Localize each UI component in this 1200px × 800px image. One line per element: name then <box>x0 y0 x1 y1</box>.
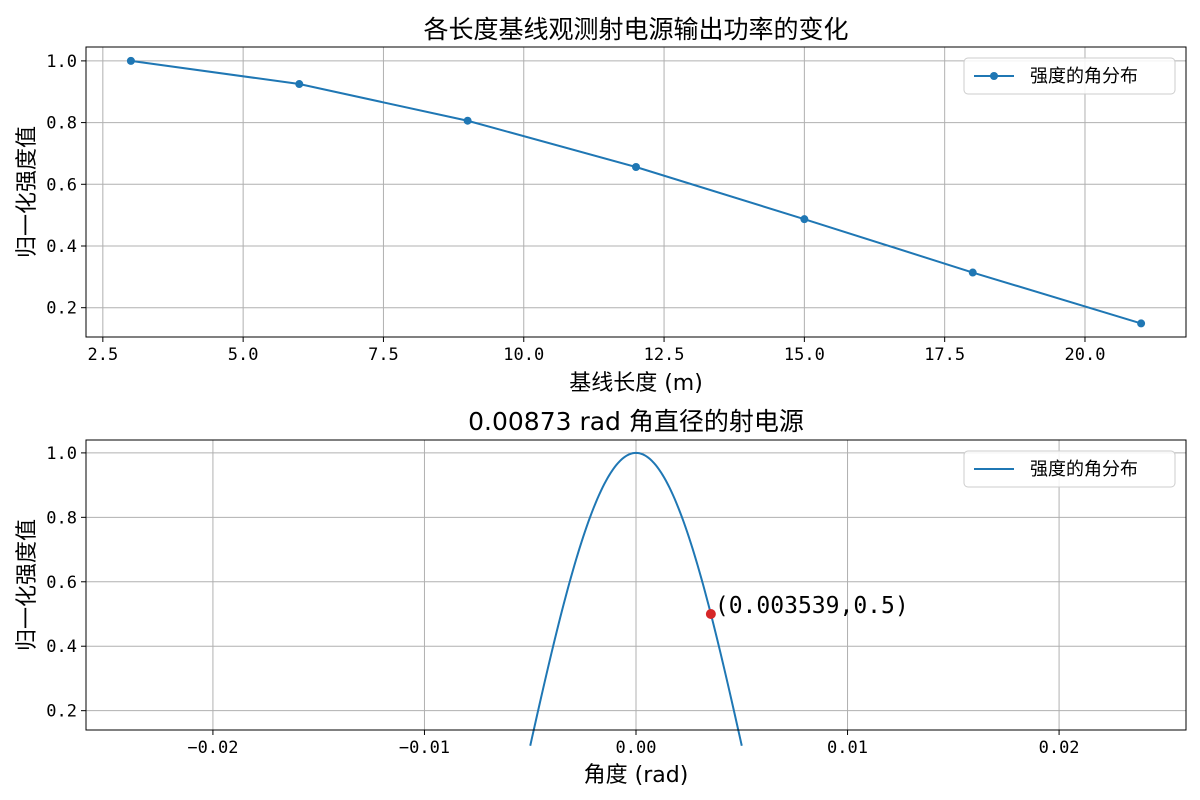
chart-panel-1: 2.5 5.0 7.5 10.0 12.5 15.0 17.5 20.0 0.2 0.4 0.6 0.… <box>15 15 1187 396</box>
y-axis-label: 归一化强度值 <box>15 126 40 258</box>
y-tick-label: 0.4 <box>46 237 77 257</box>
x-tick-label: −0.01 <box>399 738 450 758</box>
chart-title: 各长度基线观测射电源输出功率的变化 <box>423 15 848 44</box>
data-point <box>800 215 809 224</box>
x-tick-label: 7.5 <box>368 345 399 365</box>
plot-frame <box>85 46 1187 338</box>
x-axis-label: 角度 (rad) <box>584 763 689 788</box>
y-tick-label: 0.6 <box>46 573 77 593</box>
series-line <box>529 451 743 746</box>
x-tick-label: 10.0 <box>503 345 544 365</box>
annotation-label: (0.003539,0.5) <box>715 593 909 619</box>
legend-box <box>963 57 1176 95</box>
x-tick-label: 0.01 <box>827 738 868 758</box>
annotation-point <box>705 609 716 619</box>
data-point <box>1137 319 1146 328</box>
series-line <box>130 59 1142 325</box>
y-tick-label: 0.2 <box>46 299 77 319</box>
x-tick-label: 15.0 <box>784 345 825 365</box>
y-tick-label: 0.8 <box>46 114 77 134</box>
y-tick-label: 0.2 <box>46 702 77 722</box>
x-tick-label: 17.5 <box>924 345 965 365</box>
x-tick-label: 2.5 <box>87 345 118 365</box>
legend-label: 强度的角分布 <box>1030 66 1138 87</box>
y-tick-label: 0.4 <box>46 637 77 657</box>
chart-title: 0.00873 rad 角直径的射电源 <box>468 407 804 436</box>
x-axis-label: 基线长度 (m) <box>569 371 703 396</box>
plot-frame <box>85 439 1187 731</box>
data-point <box>126 56 135 65</box>
legend-box <box>963 450 1176 488</box>
y-tick-label: 0.8 <box>46 508 77 528</box>
chart-panel-2: −0.02 −0.01 0.00 0.01 0.02 0.2 0.4 0.6 0.8 1.0 强度的… <box>15 407 1187 788</box>
data-point <box>632 163 640 172</box>
x-tick-label: 20.0 <box>1065 345 1106 365</box>
data-point <box>968 268 977 277</box>
y-axis-label: 归一化强度值 <box>15 519 40 651</box>
x-tick-label: 5.0 <box>228 345 259 365</box>
legend-marker <box>990 72 998 80</box>
x-tick-label: 0.00 <box>616 738 657 758</box>
y-tick-label: 1.0 <box>46 444 77 464</box>
x-tick-label: −0.02 <box>187 738 238 758</box>
data-point <box>463 116 472 125</box>
data-point <box>295 80 304 89</box>
legend-label: 强度的角分布 <box>1030 459 1138 480</box>
x-tick-label: 0.02 <box>1039 738 1080 758</box>
y-tick-label: 1.0 <box>46 52 77 72</box>
y-tick-label: 0.6 <box>46 175 77 195</box>
x-tick-label: 12.5 <box>644 345 685 365</box>
